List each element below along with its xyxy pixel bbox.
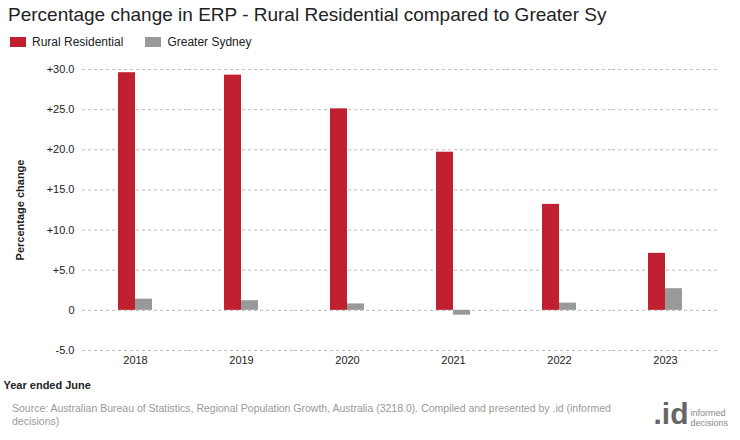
svg-text:+10.0: +10.0 bbox=[47, 224, 75, 236]
svg-text:+25.0: +25.0 bbox=[47, 103, 75, 115]
svg-text:-5.0: -5.0 bbox=[56, 344, 75, 356]
html-text:Percentage change in ERP - Rur: Percentage change in ERP - Rural Residen… bbox=[8, 4, 607, 25]
svg-text:2019: 2019 bbox=[229, 354, 253, 366]
html-text:informed: informed bbox=[690, 408, 726, 418]
svg-text:2018: 2018 bbox=[123, 354, 147, 366]
svg-text:2020: 2020 bbox=[335, 354, 359, 366]
svg-text:+5.0: +5.0 bbox=[53, 264, 75, 276]
html-text:decisions: decisions bbox=[690, 418, 728, 428]
svg-text:Percentage change: Percentage change bbox=[14, 160, 26, 261]
svg-text:+20.0: +20.0 bbox=[47, 143, 75, 155]
svg-text:+30.0: +30.0 bbox=[47, 63, 75, 75]
html-text:Source: Australian Bureau of S: Source: Australian Bureau of Statistics,… bbox=[12, 402, 611, 427]
svg-text:0: 0 bbox=[68, 304, 74, 316]
html-text:Greater Sydney: Greater Sydney bbox=[167, 35, 252, 49]
svg-text:2021: 2021 bbox=[441, 354, 465, 366]
svg-text:2022: 2022 bbox=[547, 354, 571, 366]
svg-text:Year ended June: Year ended June bbox=[4, 379, 91, 391]
svg-text:2023: 2023 bbox=[653, 354, 677, 366]
svg-text:+15.0: +15.0 bbox=[47, 183, 75, 195]
html-text:.id: .id bbox=[653, 397, 689, 430]
html-text:Rural Residential: Rural Residential bbox=[32, 35, 124, 49]
